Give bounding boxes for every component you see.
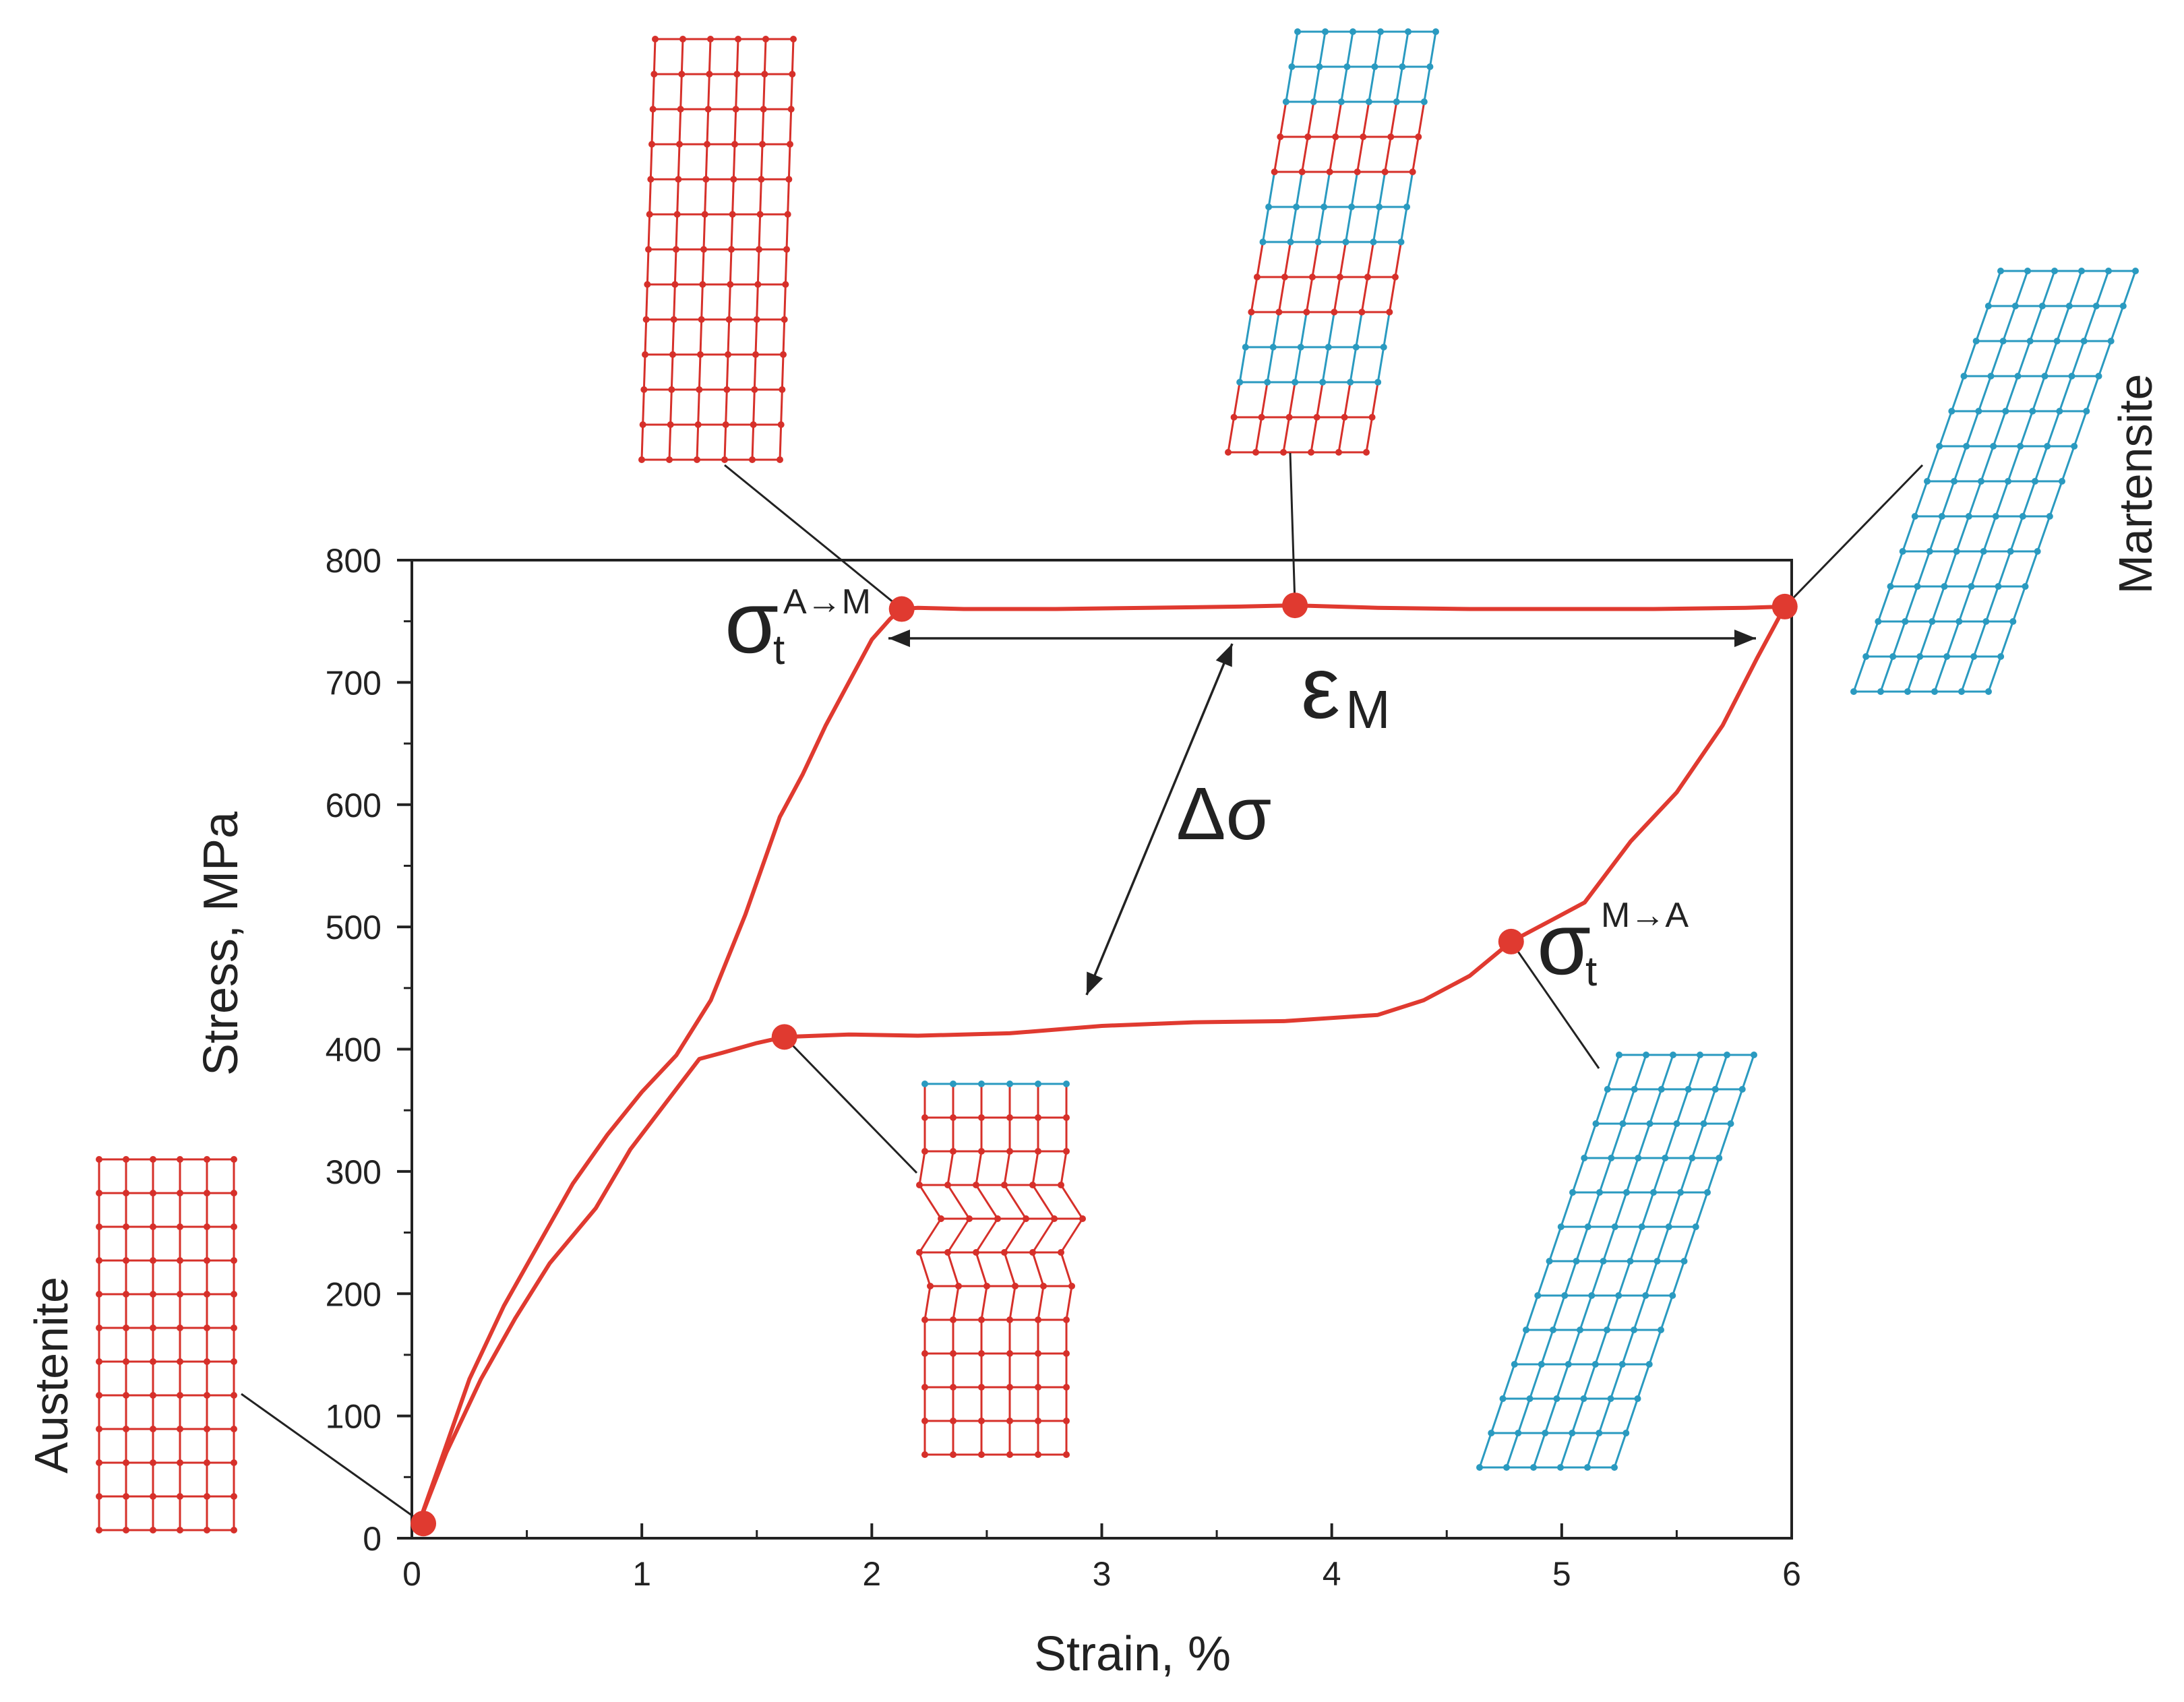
lattice-mixed xyxy=(1225,28,1439,456)
y-tick-label: 600 xyxy=(326,787,382,824)
martensite-label: Martensite xyxy=(2109,374,2162,595)
x-tick-label: 1 xyxy=(632,1555,651,1593)
point-max_strain xyxy=(1771,593,1798,619)
y-tick-label: 800 xyxy=(326,542,382,580)
y-axis-label: Stress, MPa xyxy=(194,811,248,1076)
sigma-am-superscript: A→M xyxy=(783,582,871,621)
x-tick-label: 0 xyxy=(402,1555,421,1593)
delta-sigma-arrow xyxy=(1085,643,1234,996)
axis-ticks: 0 1 2 3 4 5 6 0 100 200 300 400 500 600 700 800 xyxy=(326,542,1801,1593)
delta-sigma-arrowhead-bottom xyxy=(1087,971,1103,995)
leader-line xyxy=(783,1036,918,1174)
hysteresis-curves xyxy=(417,603,1787,1525)
leader-line xyxy=(1510,941,1600,1069)
sigma-ma-subscript: t xyxy=(1585,948,1597,995)
y-tick-label: 500 xyxy=(326,909,382,946)
sigma-am-symbol: σ xyxy=(725,573,779,671)
point-sigma_t_M_to_A xyxy=(1498,928,1524,954)
x-tick-label: 3 xyxy=(1093,1555,1112,1593)
point-mid_plateau xyxy=(1282,592,1308,619)
y-tick-label: 700 xyxy=(326,664,382,702)
delta-sigma-arrowhead-top xyxy=(1215,644,1232,667)
delta-sigma-label: Δσ xyxy=(1176,772,1271,855)
epsilon-subscript: M xyxy=(1345,679,1391,739)
y-tick-label: 300 xyxy=(326,1153,382,1191)
x-tick-label: 5 xyxy=(1552,1555,1571,1593)
x-axis-label: Strain, % xyxy=(1034,1627,1231,1681)
y-tick-label: 200 xyxy=(326,1275,382,1313)
curve-unloading xyxy=(417,605,1787,1525)
point-lower_plateau_start xyxy=(771,1024,797,1050)
annotation-arrows xyxy=(888,630,1756,996)
lattice-reverse xyxy=(1476,1052,1757,1471)
epsilon-symbol: ε xyxy=(1301,638,1340,737)
epsilon-arrowhead-left xyxy=(888,630,910,647)
sigma-ma-superscript: M→A xyxy=(1601,896,1689,935)
lattice-austenite xyxy=(96,1156,237,1533)
y-tick-label: 100 xyxy=(326,1398,382,1436)
point-sigma_t_A_to_M xyxy=(888,596,915,622)
curve-loading xyxy=(417,603,1785,1525)
point-origin xyxy=(411,1511,437,1537)
sigma-am-subscript: t xyxy=(773,627,785,673)
marker-points xyxy=(411,592,1798,1537)
lattice-onset xyxy=(638,36,797,463)
austenite-label: Austenite xyxy=(25,1277,78,1473)
lattice-reverse-onset xyxy=(916,1081,1086,1458)
leader-lines xyxy=(241,452,1924,1525)
lattice-martensite xyxy=(1850,268,2139,695)
leader-line xyxy=(1289,452,1296,606)
epsilon-arrowhead-right xyxy=(1734,630,1756,647)
lattice-diagrams xyxy=(96,28,2139,1533)
x-tick-label: 4 xyxy=(1323,1555,1341,1593)
y-tick-label: 0 xyxy=(363,1520,382,1558)
leader-line xyxy=(1784,464,1924,607)
leader-line xyxy=(724,464,903,610)
y-tick-label: 400 xyxy=(326,1031,382,1069)
leader-line xyxy=(241,1393,424,1525)
x-tick-label: 6 xyxy=(1782,1555,1801,1593)
x-tick-label: 2 xyxy=(862,1555,881,1593)
sigma-ma-symbol: σ xyxy=(1537,894,1591,993)
